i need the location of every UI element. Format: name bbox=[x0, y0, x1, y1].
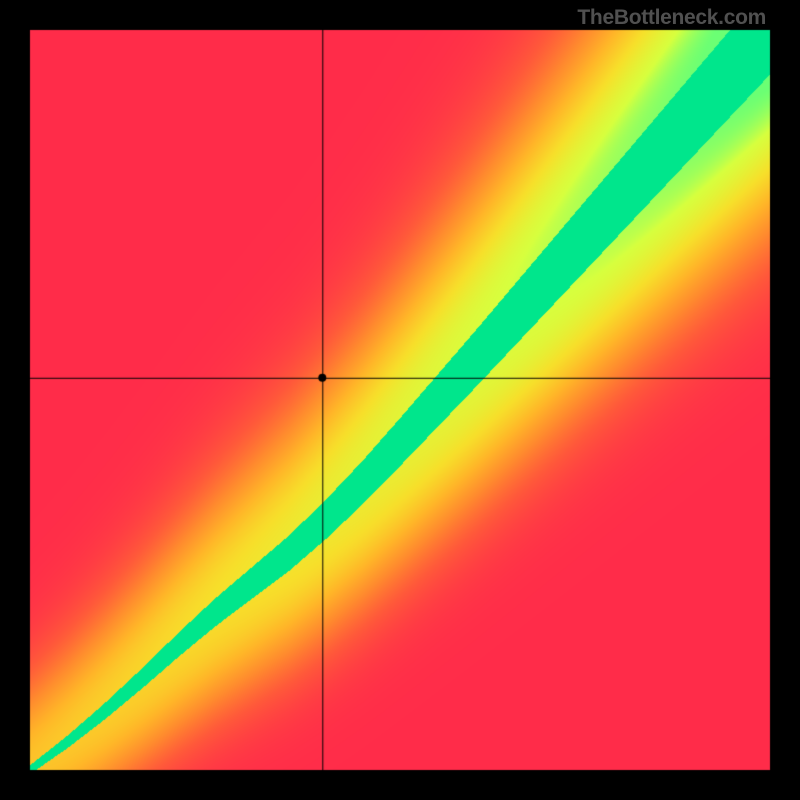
chart-container: TheBottleneck.com bbox=[0, 0, 800, 800]
watermark-text: TheBottleneck.com bbox=[577, 6, 766, 30]
bottleneck-heatmap bbox=[0, 0, 800, 800]
